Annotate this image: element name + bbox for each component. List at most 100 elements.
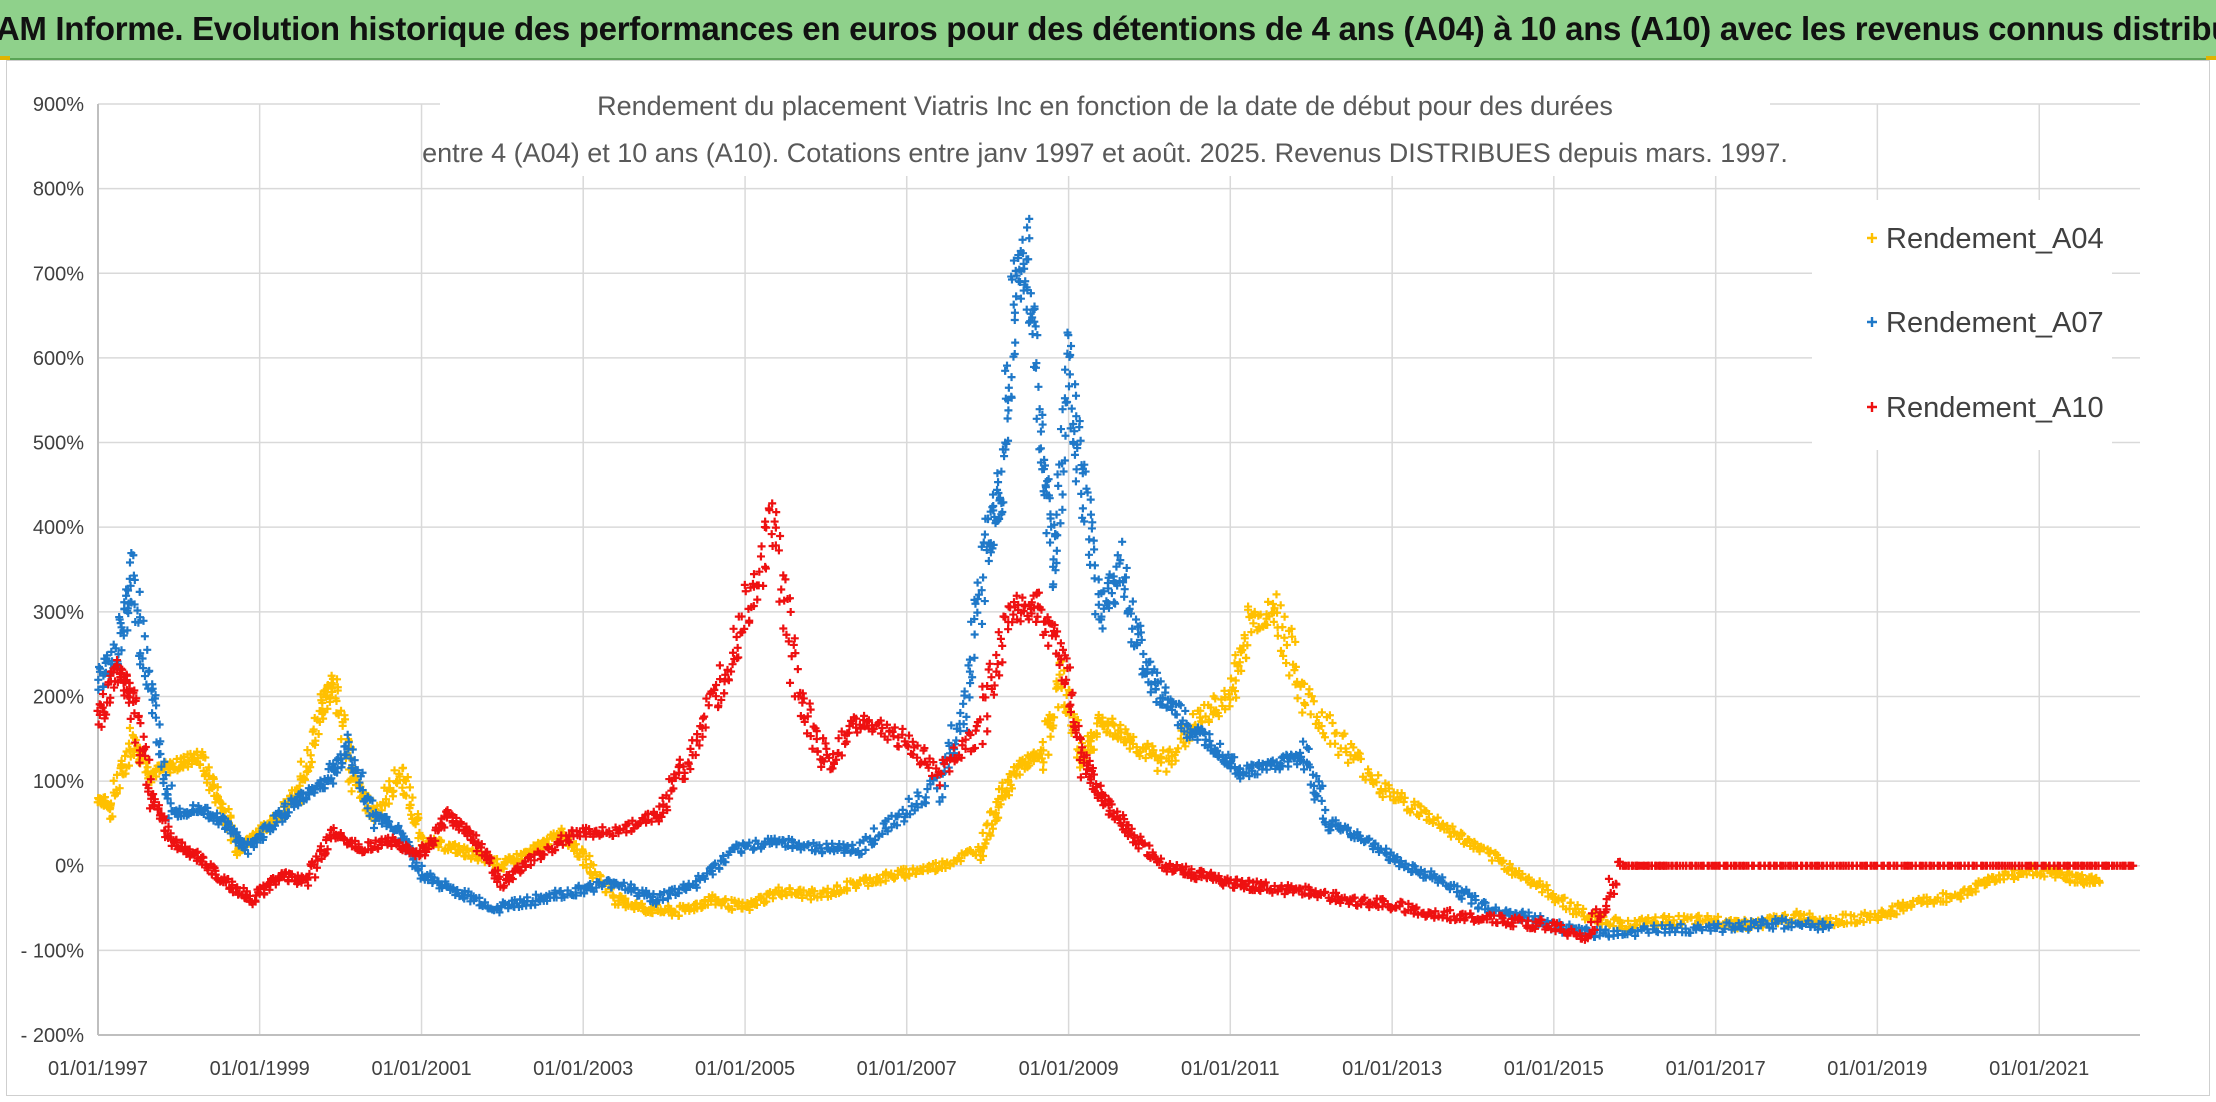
point-A04 [1518,870,1527,879]
x-tick-label: 01/01/2001 [371,1058,471,1080]
point-A10 [312,852,321,861]
point-A10 [824,753,833,762]
point-A04 [1143,739,1152,748]
point-A10 [1187,865,1196,874]
point-A07 [1007,393,1016,402]
point-A10 [1027,609,1036,618]
point-A04 [1050,713,1059,722]
point-A07 [1007,373,1016,382]
point-A10 [1067,691,1076,700]
point-A07 [973,578,982,587]
point-A10 [669,784,678,793]
point-A07 [1071,477,1080,486]
point-A07 [1113,551,1122,560]
point-A10 [141,751,150,760]
point-A10 [1360,893,1369,902]
y-tick-label: 700% [33,263,84,285]
point-A07 [1369,845,1378,854]
point-A07 [1119,578,1128,587]
point-A07 [1064,331,1073,340]
point-A10 [1552,919,1561,928]
point-A04 [1188,710,1197,719]
y-tick-label: 0% [55,856,84,878]
point-A10 [715,661,724,670]
point-A04 [956,857,965,866]
point-A10 [961,744,970,753]
point-A04 [799,886,808,895]
point-A10 [808,744,817,753]
point-A07 [283,808,292,817]
point-A04 [1226,674,1235,683]
point-A10 [1126,829,1135,838]
point-A04 [1285,671,1294,680]
point-A07 [973,608,982,617]
point-A07 [394,821,403,830]
point-A07 [161,771,170,780]
point-A07 [1471,896,1480,905]
point-A10 [391,836,400,845]
point-A10 [1032,617,1041,626]
point-A04 [1579,904,1588,913]
point-A04 [392,779,401,788]
point-A04 [1560,893,1569,902]
point-A07 [1115,559,1124,568]
point-A07 [962,712,971,721]
point-A10 [832,755,841,764]
point-A04 [1855,916,1864,925]
point-A07 [1318,781,1327,790]
point-A10 [209,862,218,871]
point-A10 [1557,921,1566,930]
point-A04 [1121,725,1130,734]
point-A10 [138,747,147,756]
point-A07 [1181,706,1190,715]
point-A10 [913,753,922,762]
point-A04 [728,905,737,914]
point-A07 [794,839,803,848]
point-A04 [1914,894,1923,903]
point-A04 [998,778,1007,787]
point-A07 [956,726,965,735]
point-A10 [813,747,822,756]
point-A07 [1304,744,1313,753]
point-A10 [585,825,594,834]
point-A07 [1030,302,1039,311]
point-A07 [1090,561,1099,570]
point-A07 [988,503,997,512]
chart-title-line-2: entre 4 (A04) et 10 ans (A10). Cotations… [422,138,1788,168]
point-A04 [1076,763,1085,772]
point-A07 [980,597,989,606]
point-A10 [878,724,887,733]
point-A07 [1086,495,1095,504]
point-A07 [1091,610,1100,619]
point-A04 [463,844,472,853]
point-A10 [1280,890,1289,899]
point-A07 [988,490,997,499]
point-A10 [1004,625,1013,634]
point-A10 [1350,893,1359,902]
point-A07 [997,510,1006,519]
point-A10 [819,734,828,743]
point-A10 [777,585,786,594]
point-A07 [779,836,788,845]
point-A10 [1134,844,1143,853]
point-A07 [750,843,759,852]
point-A07 [904,794,913,803]
point-A04 [854,880,863,889]
point-A04 [1664,913,1673,922]
point-A07 [1004,383,1013,392]
point-A10 [981,693,990,702]
point-A04 [1276,646,1285,655]
point-A10 [994,628,1003,637]
point-A10 [1012,591,1021,600]
point-A10 [992,650,1001,659]
point-A07 [1046,514,1055,523]
point-A10 [1537,915,1546,924]
point-A07 [1120,585,1129,594]
point-A04 [2040,872,2049,881]
y-tick-label: 200% [33,686,84,708]
point-A10 [812,727,821,736]
point-A07 [984,557,993,566]
point-A04 [988,824,997,833]
point-A04 [2078,871,2087,880]
y-tick-label: 100% [33,771,84,793]
